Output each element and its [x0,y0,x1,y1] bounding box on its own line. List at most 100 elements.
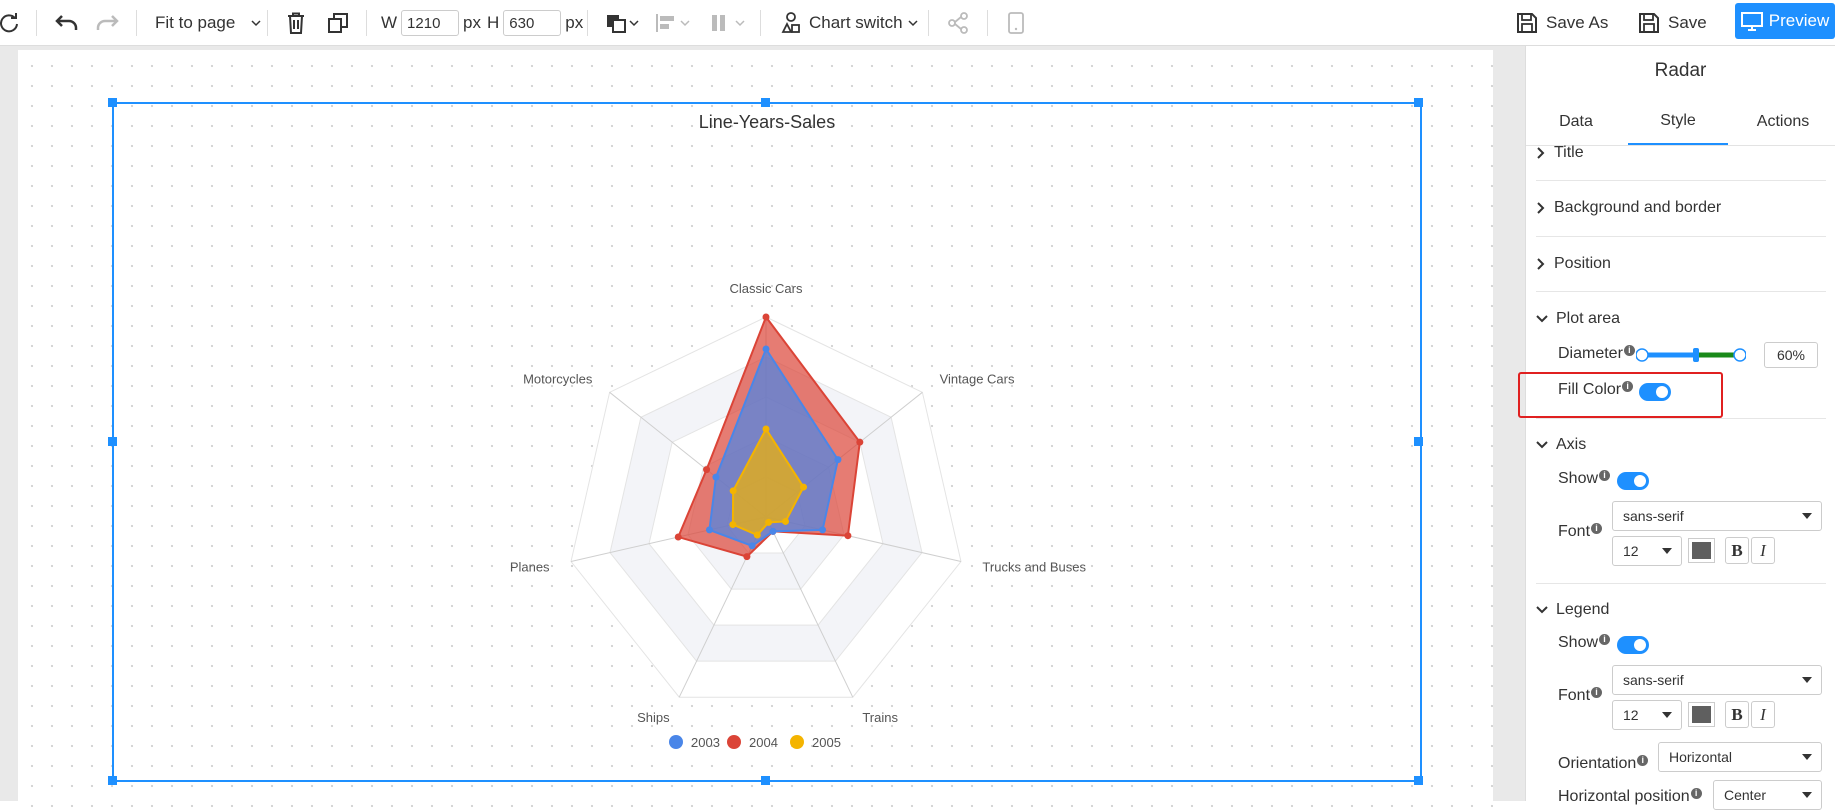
section-legend-label: Legend [1556,601,1610,618]
legend-font-color-swatch[interactable] [1688,702,1715,727]
width-unit: px [463,13,482,32]
properties-panel: Radar Data Style Actions Title Backgroun… [1525,46,1835,810]
resize-handle-w[interactable] [108,437,117,446]
section-background[interactable]: Background and border [1536,197,1826,219]
distribute-dropdown[interactable] [710,0,746,46]
section-axis[interactable]: Axis [1536,434,1826,456]
save-button[interactable]: Save [1638,0,1707,46]
height-input[interactable] [503,10,562,36]
delete-icon[interactable] [286,0,306,46]
resize-handle-sw[interactable] [108,776,117,785]
align-dropdown[interactable] [655,0,691,46]
legend-bold-button[interactable]: B [1725,701,1749,728]
section-plot-area[interactable]: Plot area [1536,308,1826,330]
fill-color-highlight-box [1518,372,1723,418]
info-icon: i [1599,470,1611,481]
save-label: Save [1668,13,1707,32]
legend-label: 2003 [691,735,720,750]
diameter-value-input[interactable]: 60% [1764,342,1818,368]
legend-font-family-value: sans-serif [1623,672,1684,688]
radar-category-label: Motorcycles [523,372,593,387]
undo-icon[interactable] [54,0,80,46]
radar-data-point [729,487,737,495]
preview-button[interactable]: Preview [1735,3,1835,39]
resize-handle-s[interactable] [761,776,770,785]
axis-font-label-row: Font i [1558,523,1603,541]
caret-down-icon [1802,513,1812,519]
radar-data-point [703,466,711,474]
section-title-label: Title [1554,144,1584,161]
panel-tabs: Data Style Actions [1526,98,1835,146]
section-position[interactable]: Position [1536,253,1826,275]
radar-data-point [712,473,720,481]
axis-show-toggle[interactable] [1617,472,1649,490]
legend-orientation-select[interactable]: Horizontal [1658,742,1822,772]
section-title[interactable]: Title [1536,142,1826,164]
refresh-icon[interactable] [0,0,20,46]
resize-handle-n[interactable] [761,98,770,107]
duplicate-icon[interactable] [327,0,349,46]
monitor-icon [1740,12,1763,31]
radar-category-label: Trains [862,710,898,725]
legend-show-toggle[interactable] [1617,636,1649,654]
axis-bold-button[interactable]: B [1725,537,1749,564]
fill-color-toggle[interactable] [1639,383,1671,401]
legend-orientation-value: Horizontal [1669,749,1733,765]
radar-data-point [781,517,789,525]
axis-font-size-select[interactable]: 12 [1612,536,1682,566]
legend-orientation-label-row: Orientation i [1558,755,1649,773]
section-axis-label: Axis [1556,436,1587,453]
axis-font-color-swatch[interactable] [1688,538,1715,563]
legend-show-label: Show [1558,634,1599,651]
resize-handle-se[interactable] [1414,776,1423,785]
save-as-button[interactable]: Save As [1516,0,1608,46]
chevron-down-icon [251,19,261,26]
legend-marker [669,735,683,749]
resize-handle-nw[interactable] [108,98,117,107]
layer-order-dropdown[interactable] [606,0,640,46]
legend-hpos-select[interactable]: Center [1713,780,1822,810]
legend-font-size-select[interactable]: 12 [1612,700,1682,730]
mobile-layout-icon[interactable] [1007,0,1025,46]
radar-chart-widget[interactable]: Line-Years-Sales Classic Cars Vintage Car… [112,102,1422,782]
radar-category-label: Classic Cars [730,281,803,296]
fit-to-page-dropdown[interactable]: Fit to page [155,0,261,46]
radar-data-point [762,425,770,433]
radar-data-point [743,553,751,561]
width-input[interactable] [401,10,460,36]
info-icon: i [1623,345,1635,356]
legend-font-family-select[interactable]: sans-serif [1612,665,1822,695]
info-icon: i [1622,381,1634,392]
chevron-down-icon [1536,315,1548,323]
caret-down-icon [1662,712,1672,718]
section-position-label: Position [1554,255,1611,272]
axis-font-family-select[interactable]: sans-serif [1612,501,1822,531]
tab-style[interactable]: Style [1628,98,1728,145]
diameter-label-row: Diameter i [1558,345,1635,363]
fill-color-label-row: Fill Color i [1558,381,1634,399]
section-legend[interactable]: Legend [1536,599,1826,621]
save-icon [1639,13,1659,33]
axis-italic-button[interactable]: I [1751,537,1775,564]
info-icon: i [1599,634,1611,645]
radar-data-point [729,521,737,529]
section-background-label: Background and border [1554,199,1722,216]
share-icon[interactable] [947,0,969,46]
radar-data-point [769,527,777,535]
tab-data[interactable]: Data [1559,112,1593,130]
diameter-slider[interactable] [1636,345,1746,365]
redo-icon[interactable] [94,0,120,46]
radar-category-label: Trucks and Buses [982,559,1086,574]
radar-data-point [834,456,842,464]
legend-label: 2005 [812,735,841,750]
section-plot-area-label: Plot area [1556,310,1621,327]
radar-data-point [800,483,808,491]
resize-handle-ne[interactable] [1414,98,1423,107]
axis-show-label-row: Show i [1558,470,1611,488]
chart-switch-label: Chart switch [809,13,903,32]
tab-actions[interactable]: Actions [1756,112,1810,130]
chart-switch-dropdown[interactable]: Chart switch [781,0,918,46]
chevron-right-icon [1537,258,1545,270]
legend-italic-button[interactable]: I [1751,701,1775,728]
resize-handle-e[interactable] [1414,437,1423,446]
